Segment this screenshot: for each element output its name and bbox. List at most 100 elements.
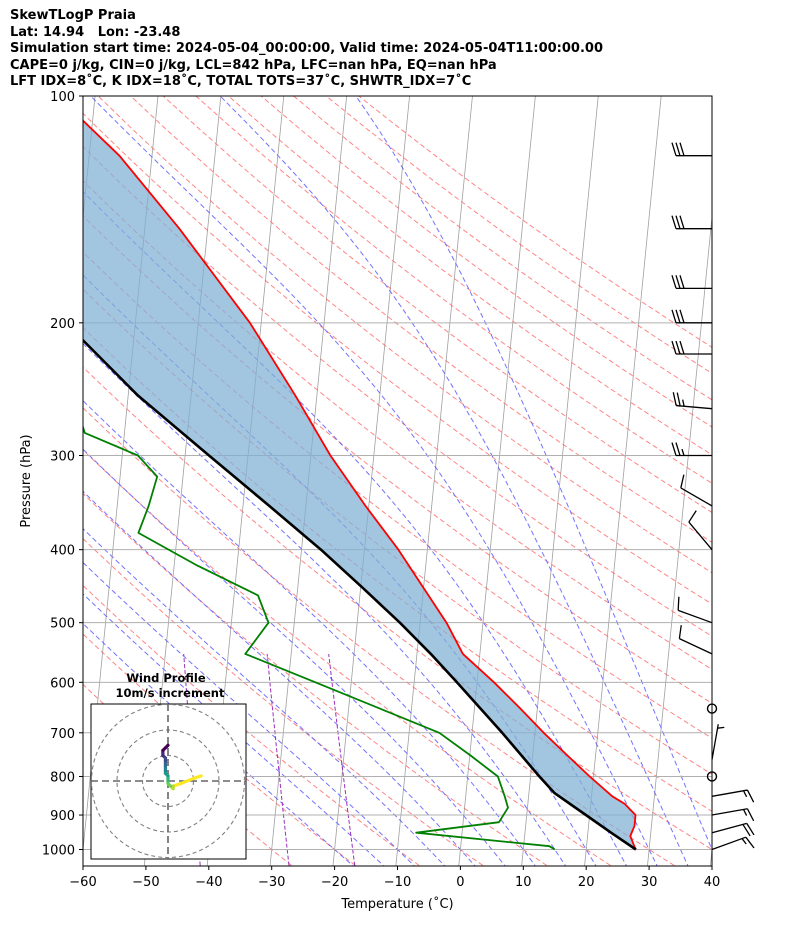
x-tick-label: 40	[704, 875, 721, 890]
barb-feather	[675, 275, 681, 289]
dry-adiabat-line	[227, 96, 712, 456]
wind-barb	[678, 625, 713, 655]
dry-adiabat-line	[83, 584, 420, 866]
isotherm-line	[584, 96, 662, 866]
barb-half-feather	[681, 448, 685, 456]
barb-feather	[675, 142, 681, 156]
x-axis: −60 −50 −40 −30 −20 −10 0 10 20 30 40	[69, 866, 720, 890]
y-tick-label: 600	[50, 676, 75, 691]
barb-feather	[746, 808, 755, 822]
barb-feather	[745, 836, 755, 849]
parcel-profile-line	[83, 338, 637, 851]
dry-adiabat-line	[83, 145, 712, 637]
y-tick-label: 700	[50, 727, 75, 742]
dry-adiabat-line	[83, 538, 484, 866]
y-tick-label: 900	[50, 809, 75, 824]
wind-barb	[711, 808, 755, 822]
calm-wind-circle	[706, 771, 718, 782]
wind-barb	[688, 510, 713, 551]
x-tick-label: −30	[258, 875, 285, 890]
temperature-profile-line	[83, 119, 637, 850]
hodograph-inset: Wind Profile 10m/s increment	[90, 671, 247, 860]
y-tick-label: 200	[50, 317, 75, 332]
isotherm-line	[395, 96, 473, 866]
y-tick-label: 400	[50, 544, 75, 559]
x-tick-label: 0	[456, 875, 464, 890]
sounding-profiles	[83, 119, 637, 851]
barb-feather	[679, 340, 685, 355]
barb-feather	[678, 625, 682, 639]
isotherm-line	[332, 96, 410, 866]
barb-staff	[711, 724, 719, 760]
y-tick-label: 300	[50, 450, 75, 465]
cin-area	[83, 120, 636, 850]
barb-half-feather	[742, 790, 748, 798]
x-axis-label: Temperature (˚C)	[340, 896, 453, 912]
x-tick-label: 30	[641, 875, 658, 890]
y-tick-label: 100	[50, 90, 75, 105]
y-tick-label: 800	[50, 770, 75, 785]
calm-wind-circle	[706, 703, 718, 714]
dry-adiabat-line	[83, 180, 712, 670]
wind-barb	[672, 392, 713, 410]
x-tick-label: 20	[578, 875, 595, 890]
stability-indices: LFT IDX=8˚C, K IDX=18˚C, TOTAL TOTS=37˚C…	[10, 74, 472, 89]
dry-adiabat-line	[260, 96, 712, 428]
cape-cin-shading	[83, 120, 636, 850]
x-tick-label: 10	[515, 875, 532, 890]
hodograph-segment	[163, 743, 170, 750]
wind-barb	[671, 275, 712, 289]
barb-feather	[671, 275, 677, 289]
barb-feather	[671, 340, 677, 355]
barb-feather	[677, 596, 680, 611]
wind-barbs	[671, 142, 755, 851]
hodograph-segment	[179, 776, 196, 786]
hodograph-title: Wind Profile	[126, 671, 206, 685]
y-axis-label: Pressure (hPa)	[19, 434, 34, 527]
wind-barb	[706, 771, 718, 782]
barb-feather	[676, 392, 681, 407]
barb-feather	[671, 442, 677, 456]
barb-feather	[671, 215, 677, 229]
wind-barb	[671, 340, 712, 355]
barb-staff	[688, 521, 713, 551]
location-coordinates: Lat: 14.94 Lon: -23.48	[10, 24, 181, 40]
wind-barb	[671, 309, 712, 324]
barb-staff	[677, 609, 713, 624]
barb-staff	[680, 487, 713, 507]
x-tick-label: −10	[384, 875, 411, 890]
isotherm-line	[458, 96, 536, 866]
barb-feather	[671, 309, 677, 324]
barb-feather	[675, 442, 681, 456]
chart-header: SkewTLogP Praia Lat: 14.94 Lon: -23.48 S…	[10, 8, 603, 91]
barb-feather	[742, 824, 751, 837]
barb-feather	[679, 275, 685, 289]
barb-staff	[679, 638, 713, 655]
barb-feather	[746, 789, 755, 803]
dry-adiabat-line	[83, 366, 712, 851]
barb-staff	[711, 808, 748, 816]
wind-barb	[706, 703, 718, 714]
mixing-ratio-line	[328, 653, 356, 866]
y-tick-label: 1000	[42, 844, 75, 859]
hodograph-subtitle: 10m/s increment	[116, 686, 225, 700]
x-tick-label: −20	[321, 875, 348, 890]
barb-feather	[675, 215, 681, 229]
y-axis: 100 200 300 400 500 600 700 800 900 1000	[42, 90, 83, 859]
dry-adiabat-line	[83, 215, 712, 704]
barb-feather	[675, 340, 681, 355]
isotherm-line	[709, 845, 712, 866]
barb-half-feather	[682, 399, 685, 407]
wind-barb	[671, 442, 712, 457]
barb-feather	[746, 823, 755, 836]
moist-adiabat-line	[83, 593, 385, 866]
barb-half-feather	[717, 726, 725, 729]
barb-staff	[711, 789, 748, 797]
barb-feather	[679, 309, 685, 324]
x-tick-label: −40	[195, 875, 222, 890]
wind-barb	[671, 142, 712, 157]
simulation-times: Simulation start time: 2024-05-04_00:00:…	[10, 41, 603, 56]
convective-parameters: CAPE=0 j/kg, CIN=0 j/kg, LCL=842 hPa, LF…	[10, 57, 497, 73]
barb-feather	[679, 142, 685, 156]
wind-barb	[711, 724, 725, 760]
